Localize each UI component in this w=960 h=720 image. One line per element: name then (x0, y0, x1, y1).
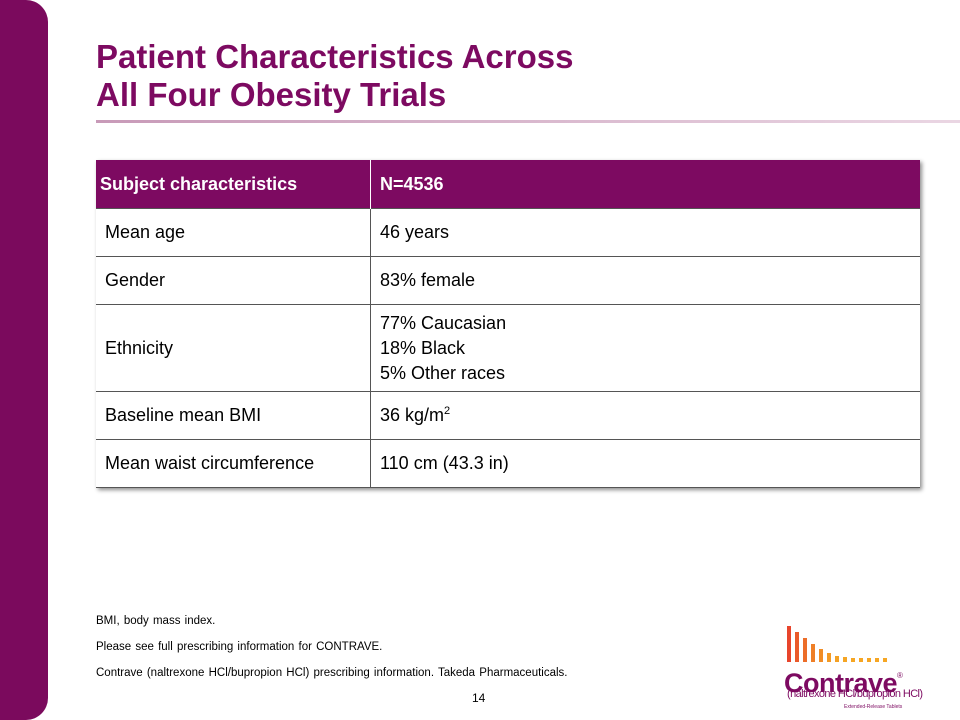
slide-title-line-2: All Four Obesity Trials (96, 76, 447, 113)
row-label-gender: Gender (96, 256, 371, 305)
row-label-bmi: Baseline mean BMI (96, 391, 371, 440)
row-value-mean-age: 46 years (370, 208, 920, 257)
logo-wordmark: Contrave® (784, 662, 903, 698)
row-value-ethnicity: 77% Caucasian 18% Black 5% Other races (370, 304, 920, 392)
ethnicity-caucasian: 77% Caucasian (380, 312, 507, 333)
table-row: Mean waist circumference 110 cm (43.3 in… (96, 439, 920, 488)
footnotes: BMI, body mass index. Please see full pr… (96, 608, 716, 686)
bmi-superscript: 2 (444, 405, 451, 417)
table-row: Gender 83% female (96, 256, 920, 305)
table-row: Baseline mean BMI 36 kg/m2 (96, 391, 920, 440)
characteristics-table: Subject characteristics N=4536 Mean age … (96, 160, 920, 488)
logo-small-text: Extended-Release Tablets (844, 704, 903, 710)
title-divider (96, 120, 960, 123)
row-value-waist: 110 cm (43.3 in) (370, 439, 920, 488)
table-row: Mean age 46 years (96, 208, 920, 257)
logo-bars-icon (787, 626, 887, 662)
ethnicity-black: 18% Black (380, 337, 466, 358)
row-value-gender: 83% female (370, 256, 920, 305)
row-value-bmi: 36 kg/m2 (370, 391, 920, 440)
footnote-reference: Contrave (naltrexone HCl/bupropion HCl) … (96, 667, 568, 679)
logo-subtitle: (naltrexone HCl/bupropion HCl) (787, 688, 923, 700)
footnote-prescribing: Please see full prescribing information … (96, 641, 383, 653)
table-row: Ethnicity 77% Caucasian 18% Black 5% Oth… (96, 304, 920, 392)
row-label-waist: Mean waist circumference (96, 439, 371, 488)
table-header-row: Subject characteristics N=4536 (96, 160, 920, 209)
header-subject-characteristics: Subject characteristics (96, 160, 371, 209)
side-accent-bar (0, 0, 48, 720)
slide-title: Patient Characteristics Across All Four … (96, 38, 896, 114)
footnote-bmi: BMI, body mass index. (96, 615, 216, 627)
bmi-value-text: 36 kg/m (380, 405, 445, 425)
logo-registered-mark: ® (897, 671, 903, 680)
row-label-ethnicity: Ethnicity (96, 304, 371, 392)
contrave-logo: Contrave® (naltrexone HCl/bupropion HCl)… (784, 624, 924, 714)
row-label-mean-age: Mean age (96, 208, 371, 257)
ethnicity-other: 5% Other races (380, 362, 506, 383)
page-number: 14 (472, 691, 486, 705)
logo-word-text: Contrave (784, 668, 898, 698)
header-n-count: N=4536 (370, 160, 920, 209)
slide-title-line-1: Patient Characteristics Across (96, 38, 574, 75)
